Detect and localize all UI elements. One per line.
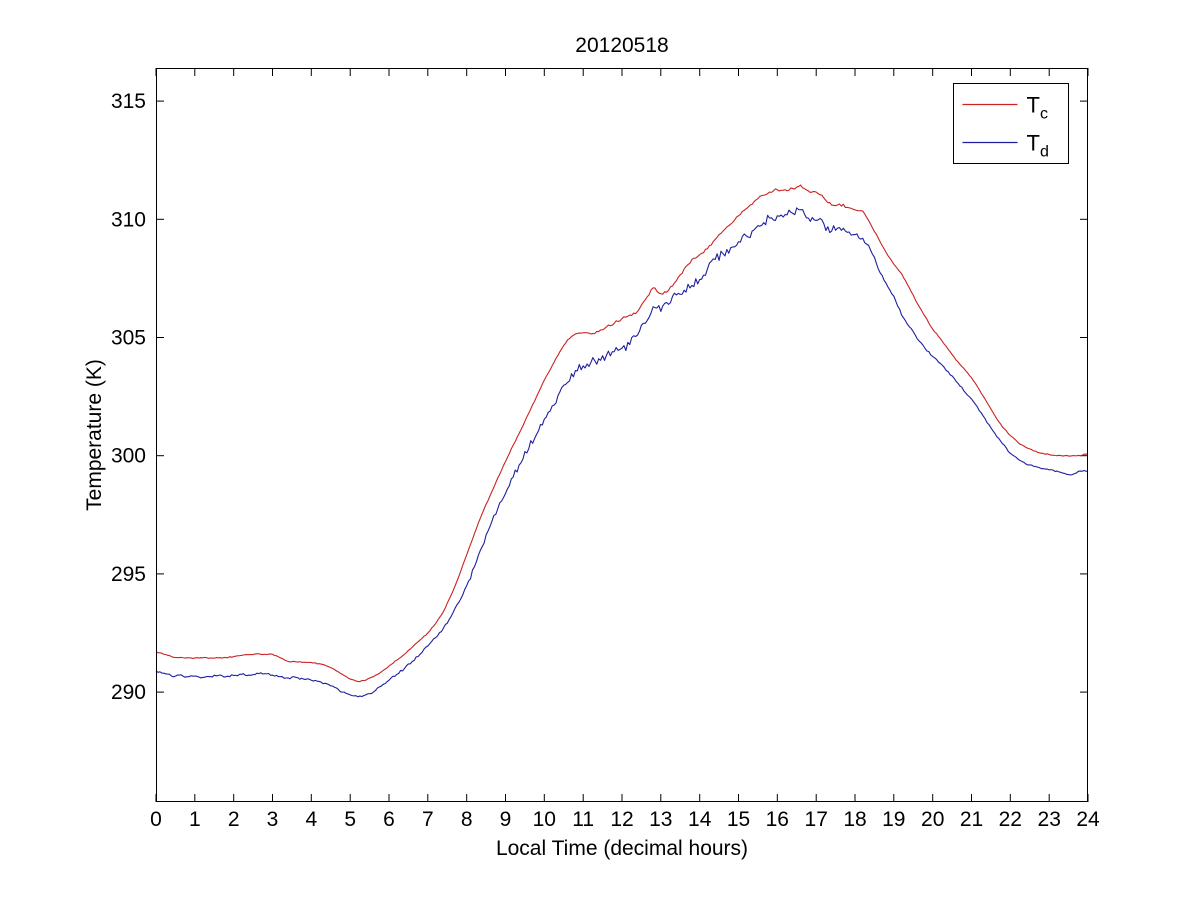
y-axis-label: Temperature (K) [83, 359, 106, 511]
x-tick-label: 20 [921, 808, 944, 831]
x-tick-label: 4 [305, 808, 317, 831]
series-line-td [155, 207, 1089, 698]
x-tick-label: 12 [610, 808, 633, 831]
legend-box [953, 83, 1069, 164]
x-tick-label: 2 [228, 808, 240, 831]
x-tick-label: 16 [766, 808, 789, 831]
legend-label-tc: Tc [1027, 93, 1048, 123]
y-tick-label: 290 [111, 681, 146, 704]
x-tick-label: 14 [688, 808, 712, 831]
x-tick-label: 19 [882, 808, 905, 831]
x-tick-label: 15 [727, 808, 750, 831]
x-tick-label: 17 [805, 808, 828, 831]
x-tick-label: 22 [999, 808, 1022, 831]
x-tick-label: 9 [500, 808, 512, 831]
x-axis-label: Local Time (decimal hours) [496, 837, 748, 860]
plot-area [156, 68, 1088, 802]
x-tick-label: 13 [649, 808, 672, 831]
x-tick-label: 0 [150, 808, 162, 831]
x-tick-label: 1 [189, 808, 201, 831]
y-tick-label: 295 [111, 563, 146, 586]
x-tick-label: 3 [267, 808, 279, 831]
x-tick-label: 6 [383, 808, 395, 831]
series-line-tc [155, 184, 1089, 683]
y-tick-label: 310 [111, 208, 146, 231]
x-tick-label: 11 [572, 808, 594, 831]
x-tick-label: 8 [461, 808, 473, 831]
x-tick-label: 10 [533, 808, 556, 831]
x-tick-label: 21 [960, 808, 983, 831]
y-tick-label: 315 [111, 90, 146, 113]
axes-box [156, 68, 1088, 802]
y-tick-label: 300 [111, 445, 146, 468]
y-tick-label: 305 [111, 327, 146, 350]
x-tick-label: 23 [1038, 808, 1061, 831]
x-tick-label: 5 [344, 808, 356, 831]
chart-title: 20120518 [575, 34, 668, 57]
legend-label-td: Td [1027, 131, 1049, 161]
x-tick-label: 24 [1076, 808, 1100, 831]
x-tick-label: 18 [843, 808, 866, 831]
x-tick-label: 7 [422, 808, 434, 831]
